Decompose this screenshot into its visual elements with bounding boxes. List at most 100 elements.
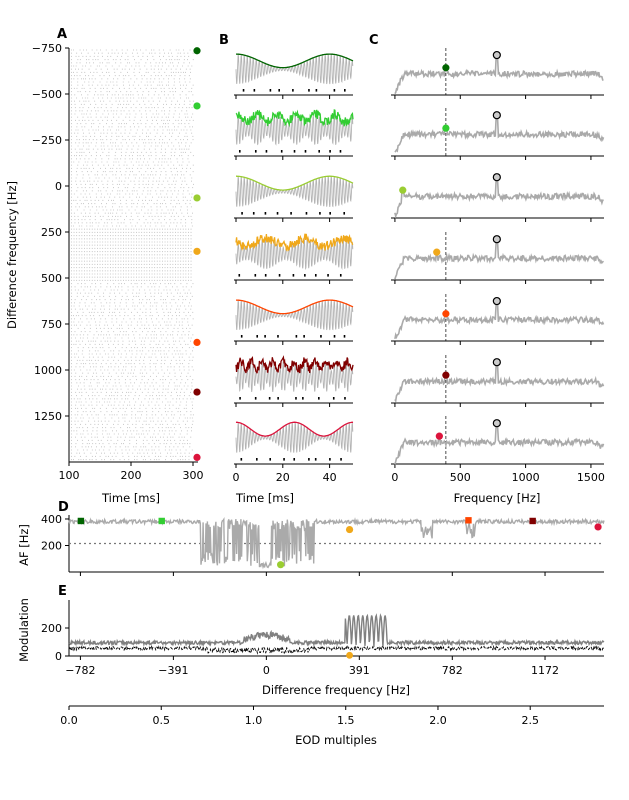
- panel-b-spike: [314, 274, 317, 277]
- panel-b-spike: [269, 89, 272, 92]
- panel-d-marker: [345, 525, 354, 534]
- panel-b-x-label: Time [ms]: [235, 491, 294, 505]
- panel-b-spike: [254, 397, 257, 400]
- panel-b-spike: [264, 212, 267, 215]
- panel-b-spike: [269, 458, 272, 461]
- panel-a-marker: [193, 388, 201, 396]
- panel-b-spike: [292, 89, 294, 92]
- panel-d-y-tick-label: 400: [41, 513, 62, 526]
- panel-b-envelope: [235, 421, 354, 437]
- panel-f-x-label: EOD multiples: [295, 733, 377, 747]
- panel-letter: A: [57, 27, 67, 42]
- panel-a-marker: [193, 453, 201, 461]
- panel-b-envelope: [236, 299, 354, 315]
- panel-b-spike: [344, 89, 346, 92]
- panel-a-marker: [193, 194, 201, 202]
- panel-b-spike: [314, 458, 317, 461]
- panel-e-x-tick-label: 0: [263, 664, 270, 677]
- panel-b-spike: [253, 89, 256, 92]
- panel-c-x-tick-label: 1500: [577, 471, 605, 484]
- panel-b-spike: [264, 335, 266, 338]
- panel-b-spike: [332, 397, 335, 400]
- panel-a-marker: [193, 247, 201, 255]
- panel-d-marker: [158, 517, 165, 525]
- panel-b-spike: [305, 212, 308, 215]
- panel-c-open-peak-marker: [492, 358, 501, 367]
- panel-b-signal: [235, 53, 354, 85]
- panel-c-open-peak-marker: [492, 173, 501, 182]
- panel-c-open-peak-marker: [492, 235, 501, 244]
- panel-b-spike: [238, 274, 241, 277]
- panel-b-signal: [235, 361, 354, 392]
- panel-a-x-tick-label: 300: [183, 469, 204, 482]
- panel-c-open-peak-marker: [492, 50, 501, 60]
- panel-letter: D: [58, 500, 69, 515]
- panel-b-spike: [256, 335, 259, 338]
- panel-b-spike: [292, 274, 295, 277]
- panel-a-y-tick-label: −250: [32, 134, 62, 147]
- panel-b-spike: [318, 150, 320, 153]
- panel-b-spike: [329, 458, 331, 461]
- panel-c-spectrum: [394, 179, 604, 219]
- panel-f-x-tick-label: 0.5: [152, 714, 170, 727]
- panel-e-x-tick-label: 782: [442, 664, 463, 677]
- panel-b-spike: [278, 89, 280, 92]
- panel-b-spike: [293, 458, 296, 461]
- panel-b-signal: [235, 422, 354, 453]
- panel-a-y-tick-label: 1250: [34, 410, 62, 423]
- panel-a-y-tick-label: 0: [55, 180, 62, 193]
- panel-b-spike: [329, 212, 331, 215]
- panel-b-signal: [235, 176, 354, 208]
- panel-b-envelope: [235, 233, 354, 252]
- panel-a-marker: [193, 338, 201, 346]
- panel-b-spike: [295, 397, 297, 400]
- panel-b-spike: [318, 397, 320, 400]
- panel-c-peak-marker: [399, 186, 407, 194]
- panel-b-spike: [264, 274, 267, 277]
- panel-b-spike: [339, 150, 342, 153]
- panel-b-envelope: [236, 53, 354, 69]
- panel-c-x-tick-label: 0: [391, 471, 398, 484]
- panel-b-x-tick-label: 40: [323, 471, 337, 484]
- panel-b-spike: [242, 89, 245, 92]
- panel-b-envelope: [235, 109, 354, 128]
- panel-e-y-tick-label: 200: [41, 622, 62, 635]
- panel-b-spike: [254, 274, 257, 277]
- panel-a-y-tick-label: 750: [41, 318, 62, 331]
- panel-a-y-label: Difference frequency [Hz]: [5, 181, 19, 329]
- panel-f-x-tick-label: 1.5: [337, 714, 355, 727]
- panel-a-y-tick-label: −500: [32, 88, 62, 101]
- panel-d-marker: [594, 523, 602, 531]
- panel-b-spike: [290, 212, 292, 215]
- panel-b-signal: [235, 237, 354, 271]
- panel-e-x-tick-label: −782: [65, 664, 95, 677]
- panel-c-peak-marker: [442, 64, 450, 72]
- panel-b-spike: [256, 458, 258, 461]
- panel-b-x-tick-label: 20: [276, 471, 290, 484]
- panel-d-marker: [277, 561, 285, 569]
- panel-b-spike: [329, 150, 331, 153]
- panel-b-signal: [235, 114, 354, 146]
- panel-a-y-tick-label: 1000: [34, 364, 62, 377]
- panel-b-spike: [344, 397, 346, 400]
- panel-e-modulation-curve: [68, 613, 605, 648]
- panel-e-x-tick-label: 391: [349, 664, 370, 677]
- panel-b-signal: [235, 299, 354, 331]
- panel-b-spike: [280, 150, 283, 153]
- panel-c-spectrum: [394, 241, 605, 280]
- panel-c-x-tick-label: 1000: [512, 471, 540, 484]
- panel-f-x-tick-label: 2.5: [521, 714, 539, 727]
- panel-b-spike: [302, 397, 304, 400]
- panel-b-spike: [319, 212, 321, 215]
- panel-b-spike: [343, 212, 346, 215]
- panel-b-spike: [308, 458, 310, 461]
- panel-a-marker: [193, 102, 201, 110]
- panel-d-marker: [529, 517, 536, 525]
- panel-c-peak-marker: [435, 432, 443, 440]
- panel-b-spike: [265, 150, 268, 153]
- panel-b-spike: [339, 274, 342, 277]
- panel-b-spike: [340, 458, 342, 461]
- panel-b-spike: [320, 335, 322, 338]
- panel-a-x-label: Time [ms]: [101, 491, 160, 505]
- panel-f-x-tick-label: 1.0: [245, 714, 263, 727]
